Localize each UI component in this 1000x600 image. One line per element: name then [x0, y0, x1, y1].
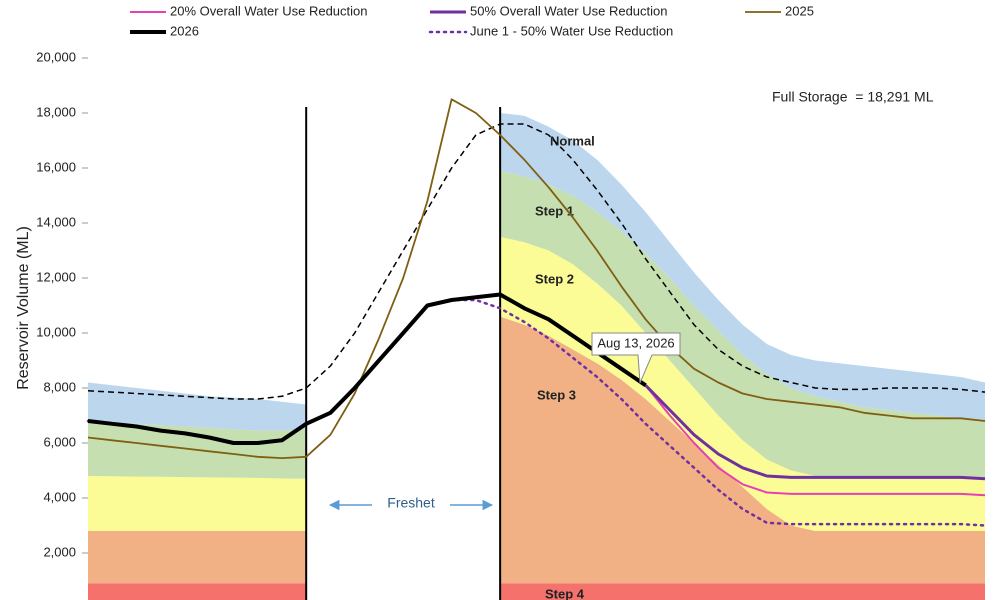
callout-label: Aug 13, 2026	[597, 335, 674, 350]
legend-label: 2025	[785, 3, 814, 18]
series-line	[86, 298, 987, 527]
zones	[88, 113, 985, 600]
legend-label: 50% Overall Water Use Reduction	[470, 3, 668, 18]
series-line	[644, 384, 986, 497]
y-tick-label: 4,000	[43, 489, 76, 504]
zone-area	[500, 170, 985, 479]
legend-label: June 1 - 50% Water Use Reduction	[470, 23, 673, 38]
zone-area	[500, 113, 985, 421]
y-tick-label: 2,000	[43, 544, 76, 559]
full-storage-note: Full Storage = 18,291 ML	[772, 89, 934, 105]
zone-label: Step 4	[545, 586, 585, 600]
y-tick-label: 10,000	[36, 324, 76, 339]
zone-area	[500, 583, 985, 600]
zone-label: Normal	[550, 133, 595, 148]
legend-label: 20% Overall Water Use Reduction	[170, 3, 368, 18]
y-tick-label: 18,000	[36, 104, 76, 119]
callout-box	[591, 332, 681, 384]
series-line	[87, 292, 647, 445]
series-line	[87, 123, 986, 400]
zone-area	[88, 531, 307, 584]
y-tick-label: 20,000	[36, 49, 76, 64]
freshet-label: Freshet	[387, 495, 435, 511]
zone-area	[500, 236, 985, 532]
series-line	[87, 98, 986, 459]
y-tick-label: 16,000	[36, 159, 76, 174]
zone-area	[500, 316, 985, 584]
series-line	[644, 384, 986, 481]
zone-label: Step 3	[537, 387, 576, 402]
legend-label: 2026	[170, 23, 199, 38]
zone-area	[88, 583, 307, 600]
y-tick-label: 12,000	[36, 269, 76, 284]
y-axis-title: Reservoir Volume (ML)	[15, 226, 32, 390]
y-tick-label: 14,000	[36, 214, 76, 229]
zone-area	[88, 476, 307, 531]
y-tick-label: 6,000	[43, 434, 76, 449]
zone-label: Step 2	[535, 271, 574, 286]
y-tick-label: 8,000	[43, 379, 76, 394]
